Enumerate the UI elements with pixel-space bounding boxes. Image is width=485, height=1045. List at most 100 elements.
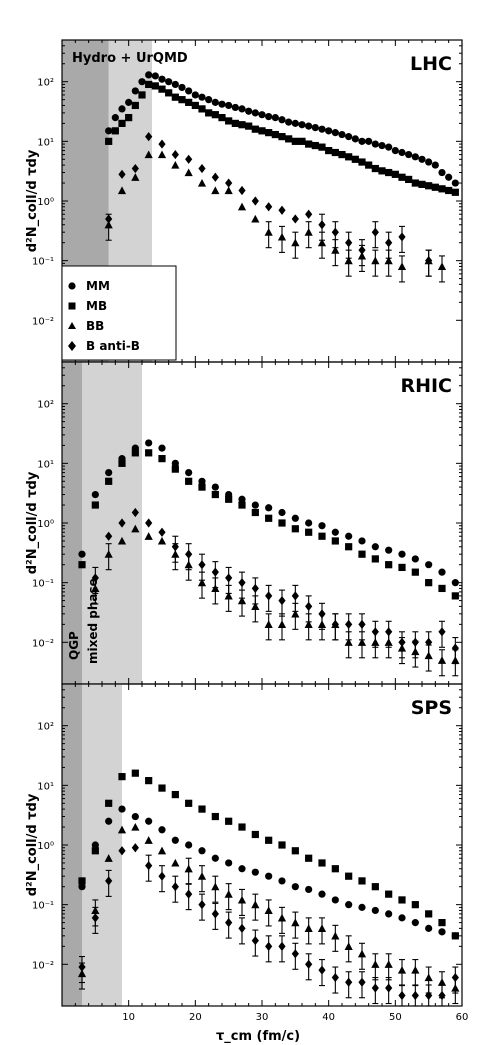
data-point [318,125,326,133]
data-point [338,150,346,159]
x-axis-label: τ_cm (fm/c) [216,1029,300,1044]
data-point [171,93,179,101]
series-bb [91,524,460,677]
data-point [118,846,126,856]
data-point [411,179,419,187]
data-point [405,150,413,159]
data-point [165,89,173,97]
data-point [211,483,219,491]
data-point [211,172,219,182]
data-point [198,93,206,101]
data-point [291,137,299,145]
data-point [398,914,406,922]
data-point [184,168,193,177]
data-point [185,841,193,849]
data-point [331,227,339,237]
data-point [197,872,207,880]
data-point [291,883,299,891]
data-point [331,528,339,536]
data-point [245,107,253,115]
data-point [118,119,126,127]
data-point [224,890,233,898]
data-point [351,155,359,163]
data-point [104,550,113,558]
data-point [325,127,333,135]
data-point [378,167,386,175]
data-point [211,186,220,195]
data-point [265,129,273,137]
data-point [398,896,406,904]
data-point [291,119,299,127]
data-point [258,111,266,119]
data-point [131,173,140,181]
data-point [398,232,406,242]
data-point [304,228,313,236]
data-point [385,627,393,637]
x-tick-label: 40 [322,1012,335,1023]
data-point [331,619,339,629]
data-point [144,836,153,844]
data-point [358,977,366,987]
data-point [438,990,446,1001]
data-point [438,928,446,936]
qgp-band [62,362,82,684]
data-point [251,196,259,206]
data-point [411,153,419,161]
data-point [291,591,299,601]
data-point [305,854,313,862]
data-point [171,882,179,892]
data-point [451,179,459,187]
data-point [437,978,447,986]
data-point [385,890,393,898]
y-tick-label: 10¹ [37,781,54,792]
data-point [277,620,287,628]
data-point [105,477,113,485]
data-point [198,900,206,910]
data-point [331,896,339,904]
data-point [371,140,379,148]
data-point [331,129,339,137]
data-point [144,150,153,159]
data-point [91,573,99,583]
data-point [451,188,459,196]
data-point [264,906,273,915]
data-point [438,185,446,193]
data-point [117,825,127,834]
data-point [118,169,126,179]
data-point [238,923,246,933]
data-point [225,117,233,125]
data-point [398,550,406,558]
data-point [418,180,426,188]
data-point [278,941,286,951]
data-point [125,114,133,122]
data-point [185,154,193,164]
legend: MM MB BB B anti-B [61,265,177,361]
data-point [111,114,119,122]
data-point [238,121,246,129]
data-point [198,847,206,855]
data-point [131,843,139,853]
data-point [105,127,113,135]
data-point [318,890,326,898]
data-point [338,130,346,139]
data-point [231,119,239,127]
data-point [211,98,219,106]
data-point [425,990,433,1001]
legend-label-b-anti-b: B anti-B [86,339,140,353]
data-point [298,121,306,129]
data-point [431,183,439,191]
data-point [158,784,166,792]
series-mm [105,71,459,187]
data-point [185,98,193,106]
data-point [385,238,393,248]
data-point [311,124,319,132]
data-point [238,823,246,831]
series-mb [105,80,459,196]
data-point [291,918,300,927]
data-point [237,596,247,605]
data-point [291,847,299,855]
data-point [271,130,279,139]
data-point [158,75,166,83]
data-point [438,627,446,637]
data-point [304,620,313,628]
